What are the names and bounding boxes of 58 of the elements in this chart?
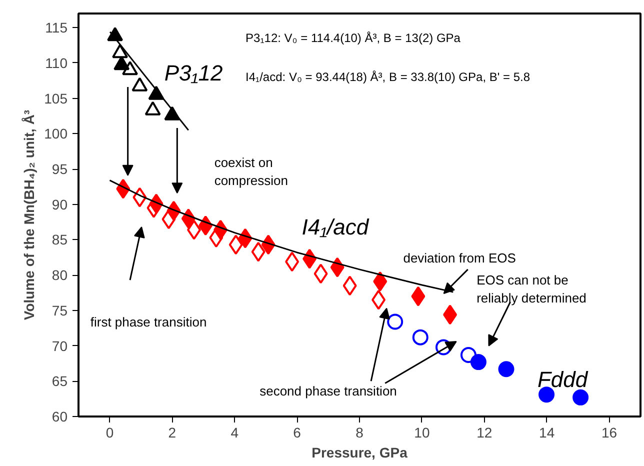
point xyxy=(112,44,128,58)
point xyxy=(251,242,266,262)
point xyxy=(162,209,176,230)
point xyxy=(187,220,202,240)
y-tick-label: 80 xyxy=(52,267,68,284)
point xyxy=(411,286,426,306)
y-tick-label: 65 xyxy=(52,373,68,390)
annotation: second phase transition xyxy=(260,384,397,399)
y-tick-label: 90 xyxy=(52,196,68,212)
annotation: Fddd xyxy=(537,367,588,392)
x-tick-label: 6 xyxy=(293,424,302,440)
point xyxy=(387,314,404,330)
y-tick-label: 110 xyxy=(45,54,68,71)
x-tick-label: 14 xyxy=(539,424,555,440)
x-tick-label: 16 xyxy=(601,424,618,440)
x-tick-label: 4 xyxy=(230,424,239,440)
annotation: EOS can not be reliably determined xyxy=(476,272,586,306)
y-tick-label: 100 xyxy=(44,126,68,142)
annotation: I4₁/acd xyxy=(302,214,370,240)
point xyxy=(412,329,428,346)
point xyxy=(498,361,514,378)
y-tick-label: 115 xyxy=(45,20,68,36)
y-tick-label: 75 xyxy=(52,302,68,318)
point xyxy=(470,354,486,370)
point xyxy=(435,339,452,356)
annotation: deviation from EOS xyxy=(403,250,516,266)
point xyxy=(460,347,476,363)
y-axis-title: Volume of the Mn(BH₄)₂ unit, Å³ xyxy=(21,110,38,320)
point xyxy=(285,252,300,272)
annotation: coexist on compression xyxy=(214,154,288,188)
y-tick-label: 95 xyxy=(52,161,68,178)
point xyxy=(146,198,161,218)
x-tick-label: 10 xyxy=(414,424,430,440)
point xyxy=(372,290,386,310)
point xyxy=(538,386,555,403)
point xyxy=(132,187,147,208)
point xyxy=(373,271,388,292)
y-tick-label: 85 xyxy=(52,232,68,248)
x-axis-title: Pressure, GPa xyxy=(312,444,408,460)
point xyxy=(572,389,589,406)
point xyxy=(443,304,458,325)
point xyxy=(144,101,161,116)
x-tick-label: 0 xyxy=(106,424,114,440)
x-tick-label: 2 xyxy=(168,424,176,440)
point xyxy=(314,264,328,284)
point xyxy=(228,234,243,255)
x-tick-label: 12 xyxy=(476,424,492,440)
annotation: first phase transition xyxy=(90,314,207,330)
point xyxy=(132,77,148,92)
x-tick-label: 8 xyxy=(356,424,364,440)
annotation: I4₁/acd: V₀ = 93.44(18) Å³, B = 33.8(10) GPa, B' = 5.8 xyxy=(246,70,530,84)
y-tick-label: 105 xyxy=(44,90,68,106)
point xyxy=(122,60,138,76)
y-tick-label: 60 xyxy=(52,408,68,424)
annotation: P3₁12: V₀ = 114.4(10) Å³, B = 13(2) GPa xyxy=(246,31,461,46)
point xyxy=(342,276,357,296)
y-tick-label: 70 xyxy=(52,338,68,354)
annotation: P3₁12 xyxy=(164,60,223,86)
